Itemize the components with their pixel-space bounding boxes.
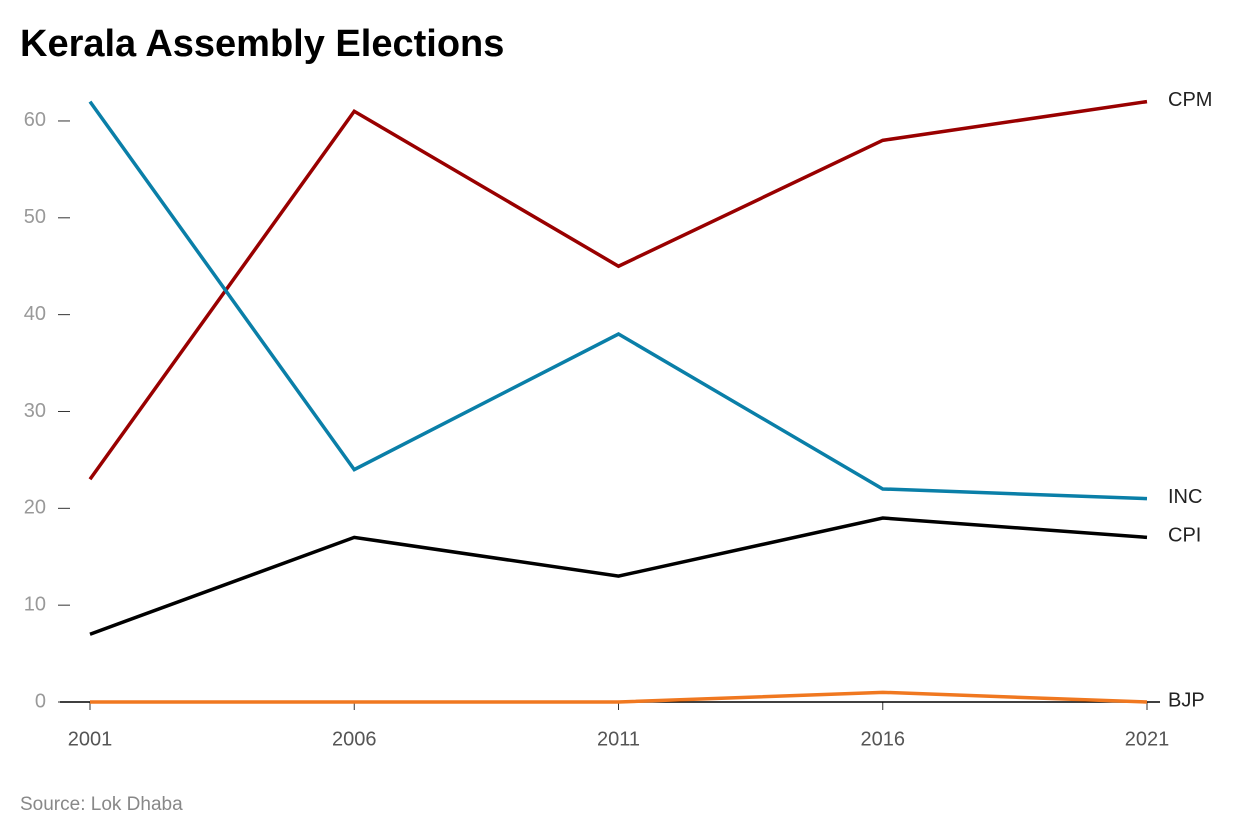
series-line [88, 100, 1148, 501]
x-tick-label: 2001 [68, 728, 113, 750]
series-line [90, 690, 1148, 704]
x-tick-label: 2021 [1125, 728, 1170, 750]
chart-title: Kerala Assembly Elections [20, 23, 504, 65]
y-tick-label: 50 [24, 206, 46, 228]
x-tick-label: 2006 [332, 728, 377, 750]
series-line [88, 99, 1148, 481]
y-tick-label: 10 [24, 593, 46, 615]
y-tick-label: 60 [24, 109, 46, 131]
source-note: Source: Lok Dhaba [20, 794, 183, 815]
x-tick-label: 2016 [861, 728, 906, 750]
series-label: CPI [1168, 525, 1201, 547]
x-tick-label: 2011 [597, 728, 640, 750]
series-label: BJP [1168, 689, 1205, 711]
y-tick-label: 40 [24, 303, 46, 325]
y-tick-label: 0 [35, 690, 46, 712]
y-tick-label: 30 [24, 400, 46, 422]
y-tick-label: 20 [24, 497, 46, 519]
series-label: INC [1168, 486, 1202, 508]
series-label: CPM [1168, 89, 1212, 111]
series-line [89, 516, 1148, 636]
